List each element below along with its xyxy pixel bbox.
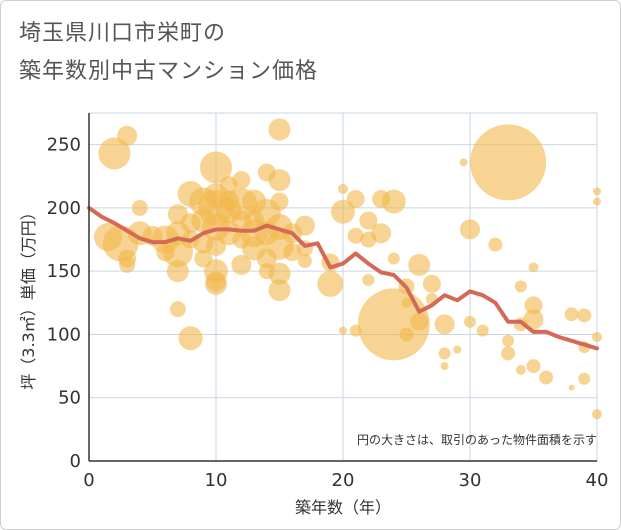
x-tick-label: 0	[83, 470, 94, 491]
bubble-point	[317, 270, 344, 297]
bubble-point	[268, 279, 291, 302]
x-tick-label: 30	[459, 470, 482, 491]
bubble-point	[357, 288, 430, 361]
y-tick-label: 250	[47, 135, 81, 156]
bubble-point	[434, 314, 455, 335]
chart-title-line1: 埼玉県川口市栄町の	[19, 21, 227, 46]
bubble-point	[577, 308, 592, 323]
bubble-point	[399, 327, 414, 342]
bubble-point	[476, 324, 489, 337]
y-tick-label: 200	[47, 198, 81, 219]
bubble-point	[270, 192, 289, 211]
bubble-point	[438, 347, 451, 360]
bubble-point	[283, 243, 302, 262]
bubble-point	[119, 256, 136, 273]
bubble-point	[401, 297, 412, 308]
bubble-point	[200, 151, 232, 184]
bubble-point	[459, 158, 468, 167]
bubble-point	[501, 346, 516, 361]
bubble-point	[592, 409, 602, 420]
bubble-point	[592, 331, 602, 342]
x-tick-label: 40	[586, 470, 609, 491]
bubble-point	[371, 223, 392, 244]
bubble-point	[117, 125, 138, 146]
bubble-point	[453, 345, 462, 354]
x-tick-label: 10	[205, 470, 228, 491]
x-axis-title: 築年数（年）	[295, 498, 391, 517]
bubble-point	[440, 362, 449, 371]
bubble-point	[297, 254, 312, 269]
bubble-point	[564, 307, 579, 322]
bubble-point	[268, 262, 291, 285]
bubble-point	[568, 384, 575, 391]
bubble-point	[502, 334, 515, 347]
bubble-point	[593, 187, 601, 196]
bubble-point	[359, 211, 378, 230]
bubble-point	[98, 137, 131, 170]
bubble-point	[166, 260, 189, 283]
chart-title-line2: 築年数別中古マンション価格	[19, 59, 319, 84]
bubble-point	[362, 274, 375, 287]
bubble-point	[410, 312, 429, 331]
bubble-point	[347, 227, 364, 244]
bubble-point	[524, 296, 543, 315]
bubble-point	[528, 262, 539, 273]
bubble-point	[539, 370, 554, 385]
bubble-point	[339, 326, 347, 335]
y-tick-label: 50	[58, 388, 81, 409]
bubble-point	[515, 364, 526, 375]
y-tick-label: 150	[47, 261, 81, 282]
bubble-point	[331, 199, 355, 224]
y-tick-label: 100	[47, 324, 81, 345]
bubble-point	[387, 252, 400, 265]
bubble-point	[578, 372, 591, 385]
bubble-point	[338, 183, 348, 194]
line-layer	[87, 205, 599, 351]
bubble-point	[526, 359, 541, 374]
bubble-point	[205, 272, 227, 295]
bubble-point	[523, 309, 544, 330]
bubble-point	[464, 315, 476, 328]
bubble-point	[178, 326, 203, 351]
bubble-point	[381, 189, 406, 214]
trend-line	[87, 205, 599, 351]
bubble-point	[422, 274, 441, 293]
bubble-point	[231, 254, 252, 275]
bubble-point	[408, 253, 431, 276]
bubble-point	[514, 280, 527, 293]
bubble-layer	[94, 118, 602, 420]
bubble-point	[488, 237, 503, 252]
y-axis-title: 坪（3.3㎡）単価（万円）	[19, 204, 38, 389]
bubble-point	[232, 171, 251, 190]
x-tick-label: 20	[332, 470, 355, 491]
chart-note: 円の大きさは、取引のあった物件面積を示す	[357, 432, 597, 447]
bubble-point	[169, 301, 186, 318]
bubble-point	[346, 190, 365, 209]
y-tick-label: 0	[70, 451, 81, 472]
bubble-point	[593, 197, 601, 206]
bubble-point	[268, 169, 291, 192]
bubble-point	[294, 215, 315, 236]
bubble-point	[470, 124, 547, 201]
bubble-point	[131, 199, 148, 216]
axis-layer: 0 50 100 150 200 250 0 10 20 30 40	[47, 113, 609, 491]
bubble-point	[460, 219, 480, 240]
bubble-point	[268, 118, 291, 141]
